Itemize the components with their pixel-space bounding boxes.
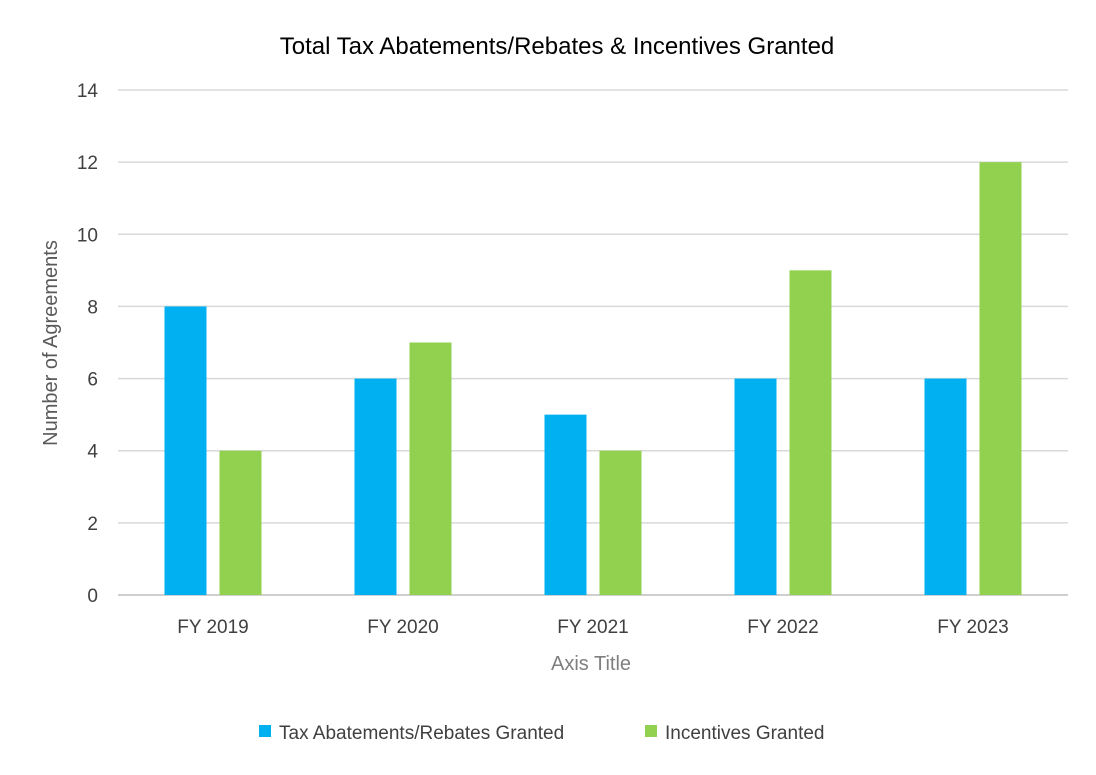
x-tick-label: FY 2021 bbox=[557, 617, 628, 638]
y-tick-label: 8 bbox=[87, 297, 98, 318]
x-tick-label: FY 2020 bbox=[367, 617, 438, 638]
bar-incentives-fy2021 bbox=[599, 450, 642, 595]
legend-swatch bbox=[645, 725, 657, 737]
bar-tax-abatements-fy2021 bbox=[544, 414, 587, 595]
bar-incentives-fy2022 bbox=[789, 270, 832, 595]
bar-incentives-fy2020 bbox=[409, 342, 452, 595]
bar-tax-abatements-fy2019 bbox=[164, 306, 207, 595]
legend-label: Incentives Granted bbox=[665, 723, 824, 744]
y-tick-label: 6 bbox=[87, 370, 98, 391]
x-axis-title: Axis Title bbox=[551, 653, 631, 675]
bar-tax-abatements-fy2023 bbox=[924, 378, 967, 595]
chart-title: Total Tax Abatements/Rebates & Incentive… bbox=[280, 33, 835, 60]
x-tick-label: FY 2023 bbox=[937, 617, 1008, 638]
bar-tax-abatements-fy2020 bbox=[354, 378, 397, 595]
y-axis-title: Number of Agreements bbox=[40, 240, 62, 446]
y-tick-label: 4 bbox=[87, 442, 98, 463]
bar-incentives-fy2023 bbox=[979, 162, 1022, 595]
y-tick-label: 12 bbox=[77, 153, 98, 174]
y-tick-label: 14 bbox=[77, 81, 99, 102]
x-tick-label: FY 2022 bbox=[747, 617, 818, 638]
legend-label: Tax Abatements/Rebates Granted bbox=[279, 723, 564, 744]
bar-incentives-fy2019 bbox=[219, 450, 262, 595]
y-tick-label: 2 bbox=[87, 514, 98, 535]
x-tick-label: FY 2019 bbox=[177, 617, 248, 638]
y-tick-label: 10 bbox=[77, 225, 98, 246]
bar-tax-abatements-fy2022 bbox=[734, 378, 777, 595]
legend-swatch bbox=[259, 725, 271, 737]
y-tick-label: 0 bbox=[87, 586, 98, 607]
